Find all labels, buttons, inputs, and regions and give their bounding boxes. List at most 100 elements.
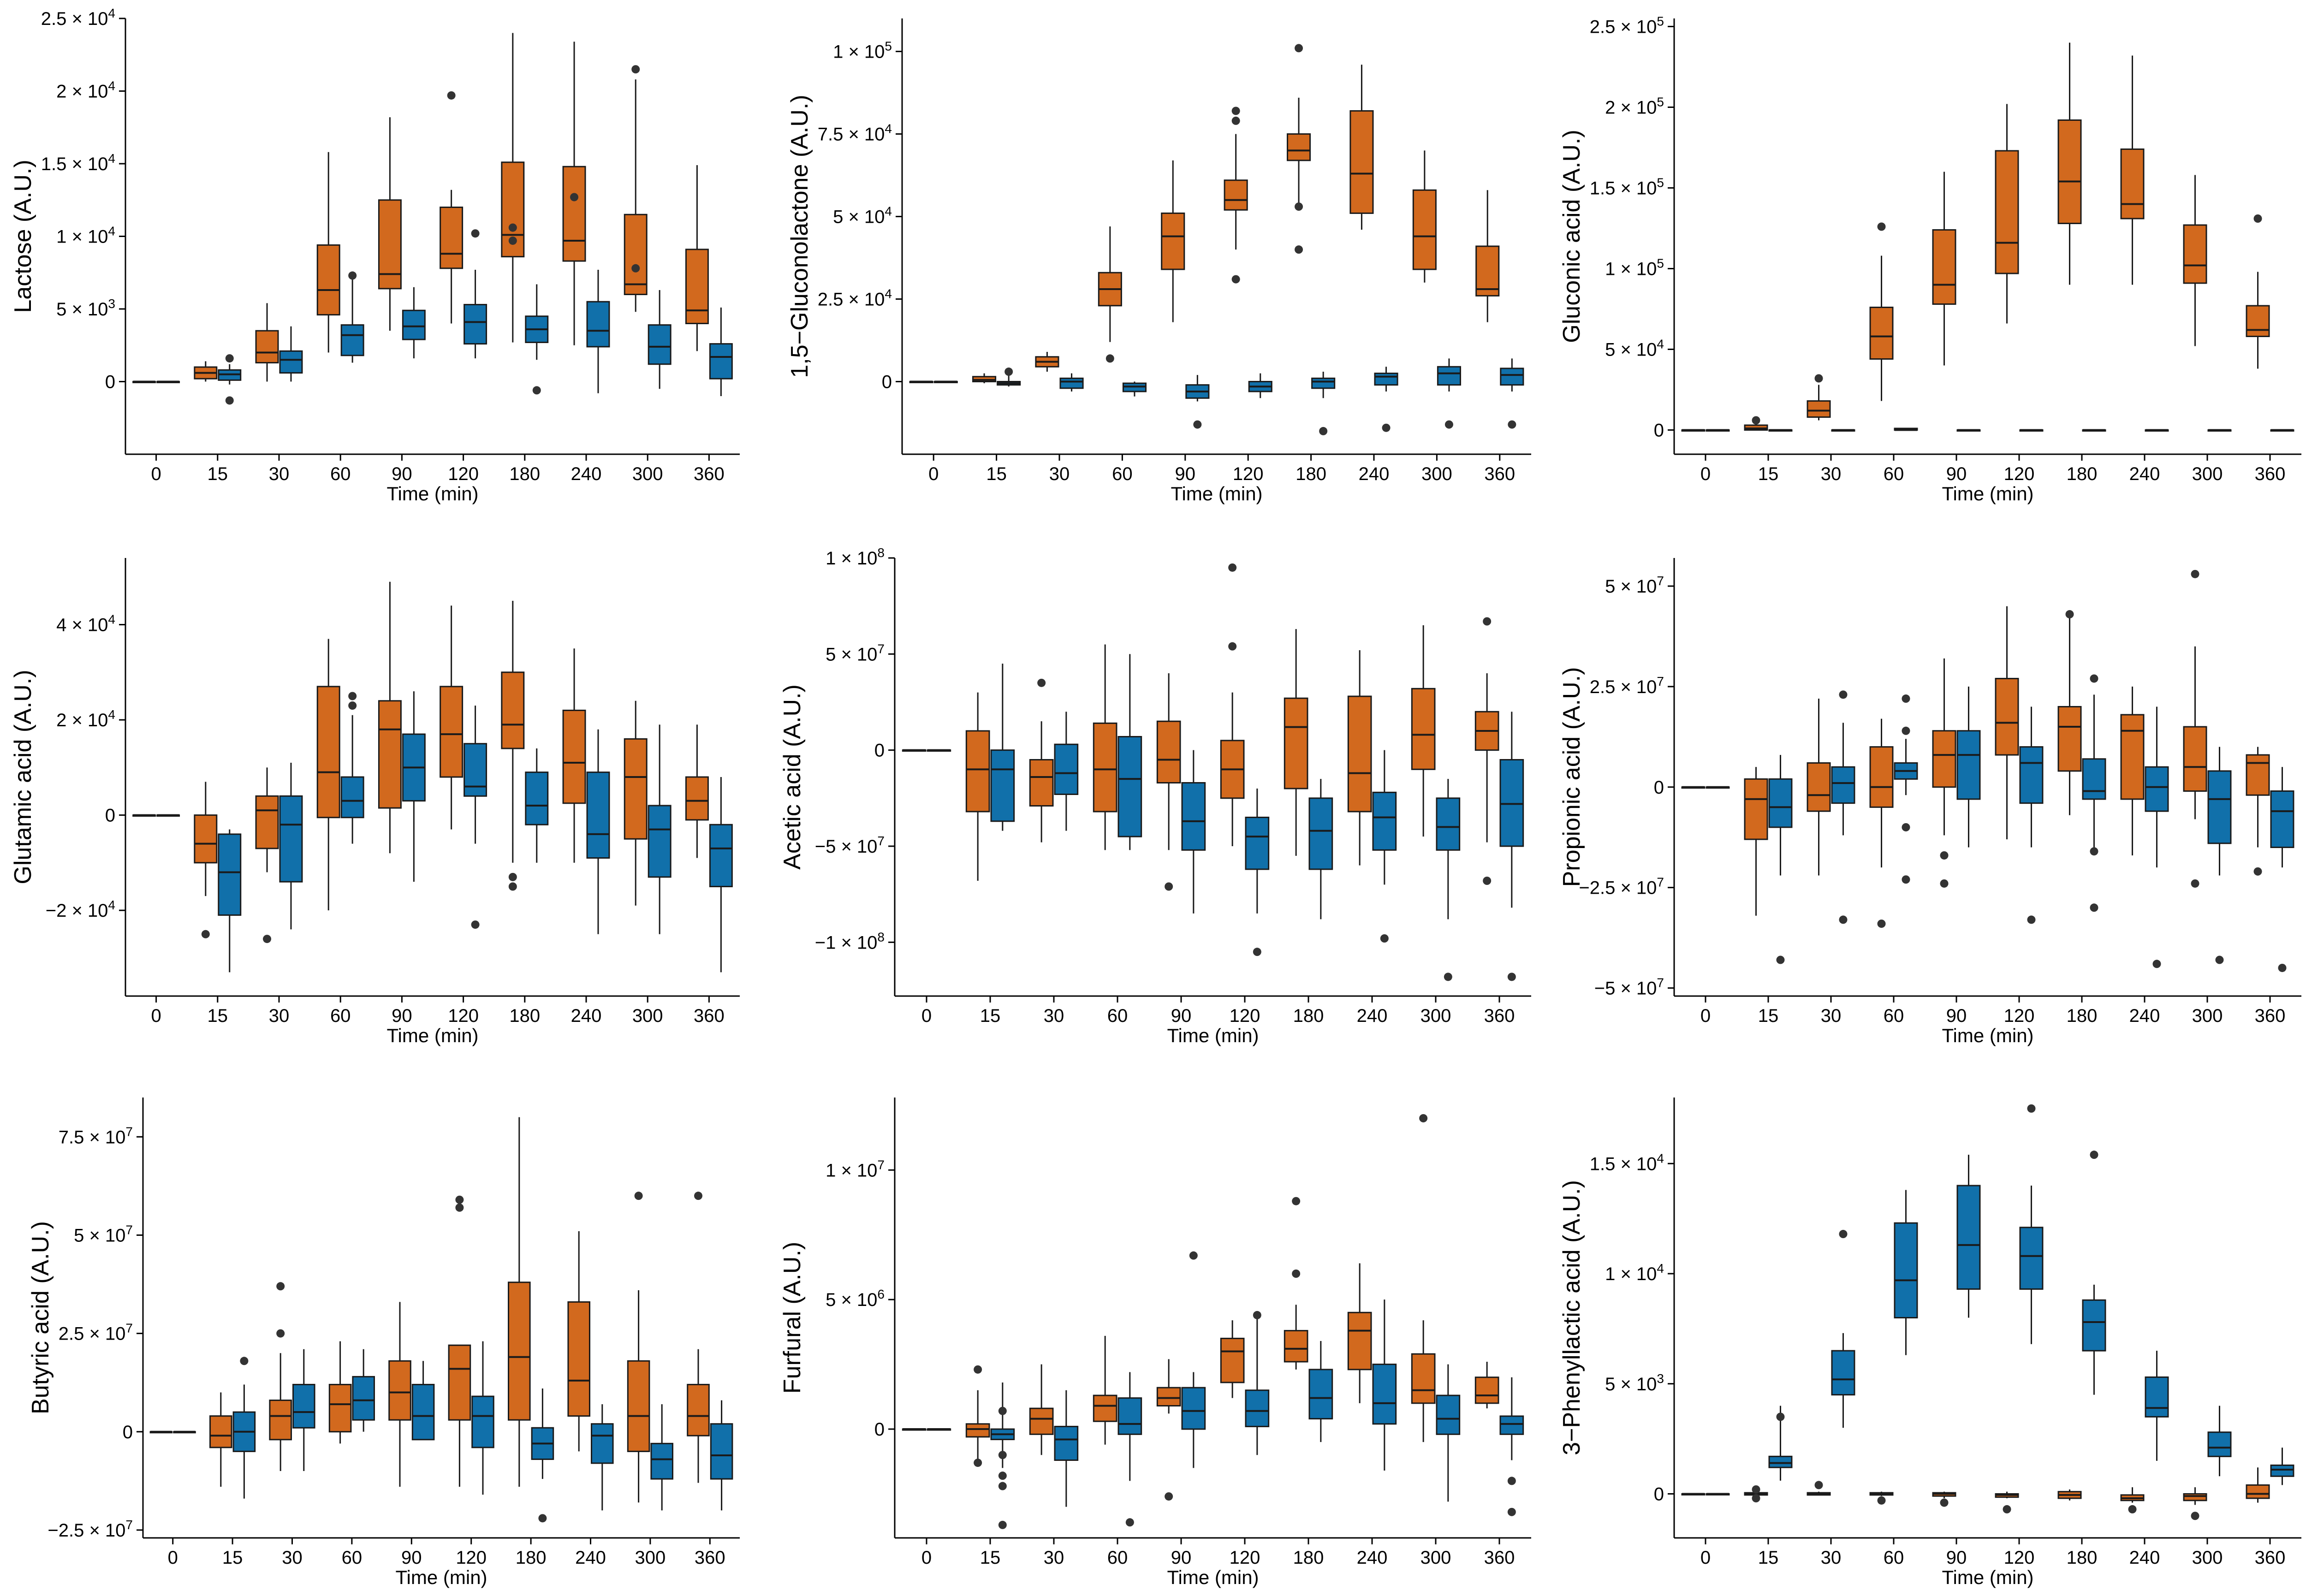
outlier-point bbox=[1292, 1270, 1301, 1278]
box-group_a-180 bbox=[501, 33, 525, 343]
box-group_a-120 bbox=[1995, 104, 2019, 324]
outlier-point bbox=[998, 1451, 1007, 1460]
box-group_a-120 bbox=[1995, 1491, 2019, 1513]
x-tick-label: 300 bbox=[2192, 464, 2223, 484]
x-tick-label: 30 bbox=[1044, 1548, 1064, 1568]
x-tick-label: 360 bbox=[694, 1006, 725, 1026]
box-body bbox=[1436, 1394, 1461, 1435]
outlier-point bbox=[1507, 1507, 1516, 1516]
box-body bbox=[990, 749, 1015, 822]
box-group_a-0 bbox=[902, 1428, 927, 1431]
box-body bbox=[352, 1376, 375, 1421]
outlier-point bbox=[1419, 1114, 1428, 1122]
x-tick-label: 120 bbox=[1230, 1006, 1260, 1026]
box-group_a-180 bbox=[1284, 1197, 1308, 1370]
box-group_a-30 bbox=[1807, 374, 1831, 421]
outlier-point bbox=[1228, 642, 1237, 651]
box-body bbox=[2082, 1299, 2106, 1352]
box-group_b-360 bbox=[2270, 1448, 2294, 1485]
box-group_b-180 bbox=[2082, 1151, 2106, 1395]
box-body bbox=[2246, 1484, 2270, 1499]
box-body bbox=[1374, 373, 1398, 386]
box-body bbox=[1245, 817, 1270, 870]
box-body bbox=[2207, 1431, 2232, 1457]
box-body bbox=[440, 207, 464, 269]
y-tick-label: 5 × 103 bbox=[1605, 1371, 1664, 1394]
y-axis-label: 1,5−Gluconolactone (A.U.) bbox=[786, 95, 813, 378]
box-body bbox=[1156, 1387, 1181, 1407]
box-group_b-60 bbox=[1122, 381, 1147, 397]
x-tick-label: 30 bbox=[269, 464, 290, 484]
y-axis-label: Acetic acid (A.U.) bbox=[779, 684, 806, 870]
outlier-point bbox=[1776, 1412, 1785, 1421]
box-group_a-15 bbox=[1744, 416, 1768, 431]
outlier-point bbox=[1940, 851, 1949, 860]
outlier-point bbox=[1877, 1496, 1886, 1505]
box-group_b-180 bbox=[525, 284, 549, 395]
box-group_a-300 bbox=[1411, 625, 1436, 837]
outlier-point bbox=[1125, 1518, 1134, 1527]
x-tick-label: 180 bbox=[516, 1548, 547, 1568]
box-group_a-180 bbox=[2057, 1489, 2082, 1501]
box-group_b-300 bbox=[2207, 1406, 2232, 1477]
box-group_b-30 bbox=[1831, 690, 1855, 924]
box-group_b-120 bbox=[2019, 1104, 2044, 1344]
box-body bbox=[471, 1395, 494, 1448]
x-tick-label: 300 bbox=[1420, 1006, 1451, 1026]
box-group_b-360 bbox=[1499, 712, 1524, 981]
box-group_a-30 bbox=[255, 303, 279, 382]
box-group_a-60 bbox=[1093, 1335, 1117, 1445]
box-group_b-90 bbox=[411, 1361, 435, 1441]
box-body bbox=[1956, 1185, 1981, 1290]
box-body bbox=[316, 686, 340, 819]
box-body bbox=[1894, 1222, 1918, 1319]
outlier-point bbox=[1228, 563, 1237, 572]
panel-7: −2.5 × 107 0 2.5 × 107 5 × 107 7.5 × 107 0 15 3… bbox=[27, 1098, 740, 1588]
box-body bbox=[1869, 307, 1894, 360]
box-group_a-180 bbox=[2057, 42, 2082, 285]
outlier-point bbox=[1507, 1477, 1516, 1485]
box-body bbox=[1181, 782, 1206, 851]
y-tick-label: 0 bbox=[123, 1422, 133, 1442]
x-tick-label: 0 bbox=[928, 464, 939, 484]
x-tick-label: 90 bbox=[1171, 1006, 1192, 1026]
y-tick-label: −1 × 108 bbox=[815, 930, 885, 953]
box-group_b-240 bbox=[1372, 1299, 1397, 1471]
outlier-point bbox=[508, 223, 517, 232]
x-axis-label: Time (min) bbox=[386, 483, 478, 504]
box-body bbox=[1161, 212, 1185, 270]
outlier-point bbox=[276, 1329, 285, 1338]
box-body bbox=[1349, 110, 1374, 214]
box-group_b-300 bbox=[2207, 429, 2232, 432]
x-tick-label: 120 bbox=[1233, 464, 1264, 484]
outlier-point bbox=[1902, 726, 1910, 735]
box-body bbox=[591, 1423, 614, 1464]
box-body bbox=[627, 1360, 650, 1452]
x-tick-label: 15 bbox=[980, 1006, 1001, 1026]
box-group_a-0 bbox=[149, 1430, 173, 1434]
x-tick-label: 90 bbox=[1171, 1548, 1192, 1568]
box-group_a-15 bbox=[965, 1365, 990, 1467]
y-tick-label: 2.5 × 107 bbox=[1590, 674, 1664, 697]
box-group_a-360 bbox=[1474, 617, 1499, 885]
box-group_b-15 bbox=[232, 1357, 256, 1499]
outlier-point bbox=[1877, 222, 1886, 231]
box-body bbox=[340, 324, 364, 356]
outlier-point bbox=[455, 1195, 464, 1204]
x-tick-label: 0 bbox=[921, 1006, 932, 1026]
x-tick-label: 15 bbox=[986, 464, 1007, 484]
box-body bbox=[586, 771, 610, 859]
box-group_b-240 bbox=[586, 269, 610, 393]
y-tick-label: 2.5 × 104 bbox=[818, 287, 892, 310]
box-body bbox=[1768, 778, 1793, 828]
box-body bbox=[2120, 148, 2145, 220]
box-group_b-0 bbox=[173, 1430, 196, 1434]
outlier-point bbox=[1231, 275, 1240, 284]
box-group_b-300 bbox=[650, 1404, 673, 1511]
x-tick-label: 15 bbox=[222, 1548, 243, 1568]
outlier-point bbox=[1165, 1492, 1173, 1501]
box-group_b-240 bbox=[2145, 1351, 2169, 1461]
box-group_a-360 bbox=[685, 724, 709, 858]
outlier-point bbox=[1382, 423, 1391, 432]
